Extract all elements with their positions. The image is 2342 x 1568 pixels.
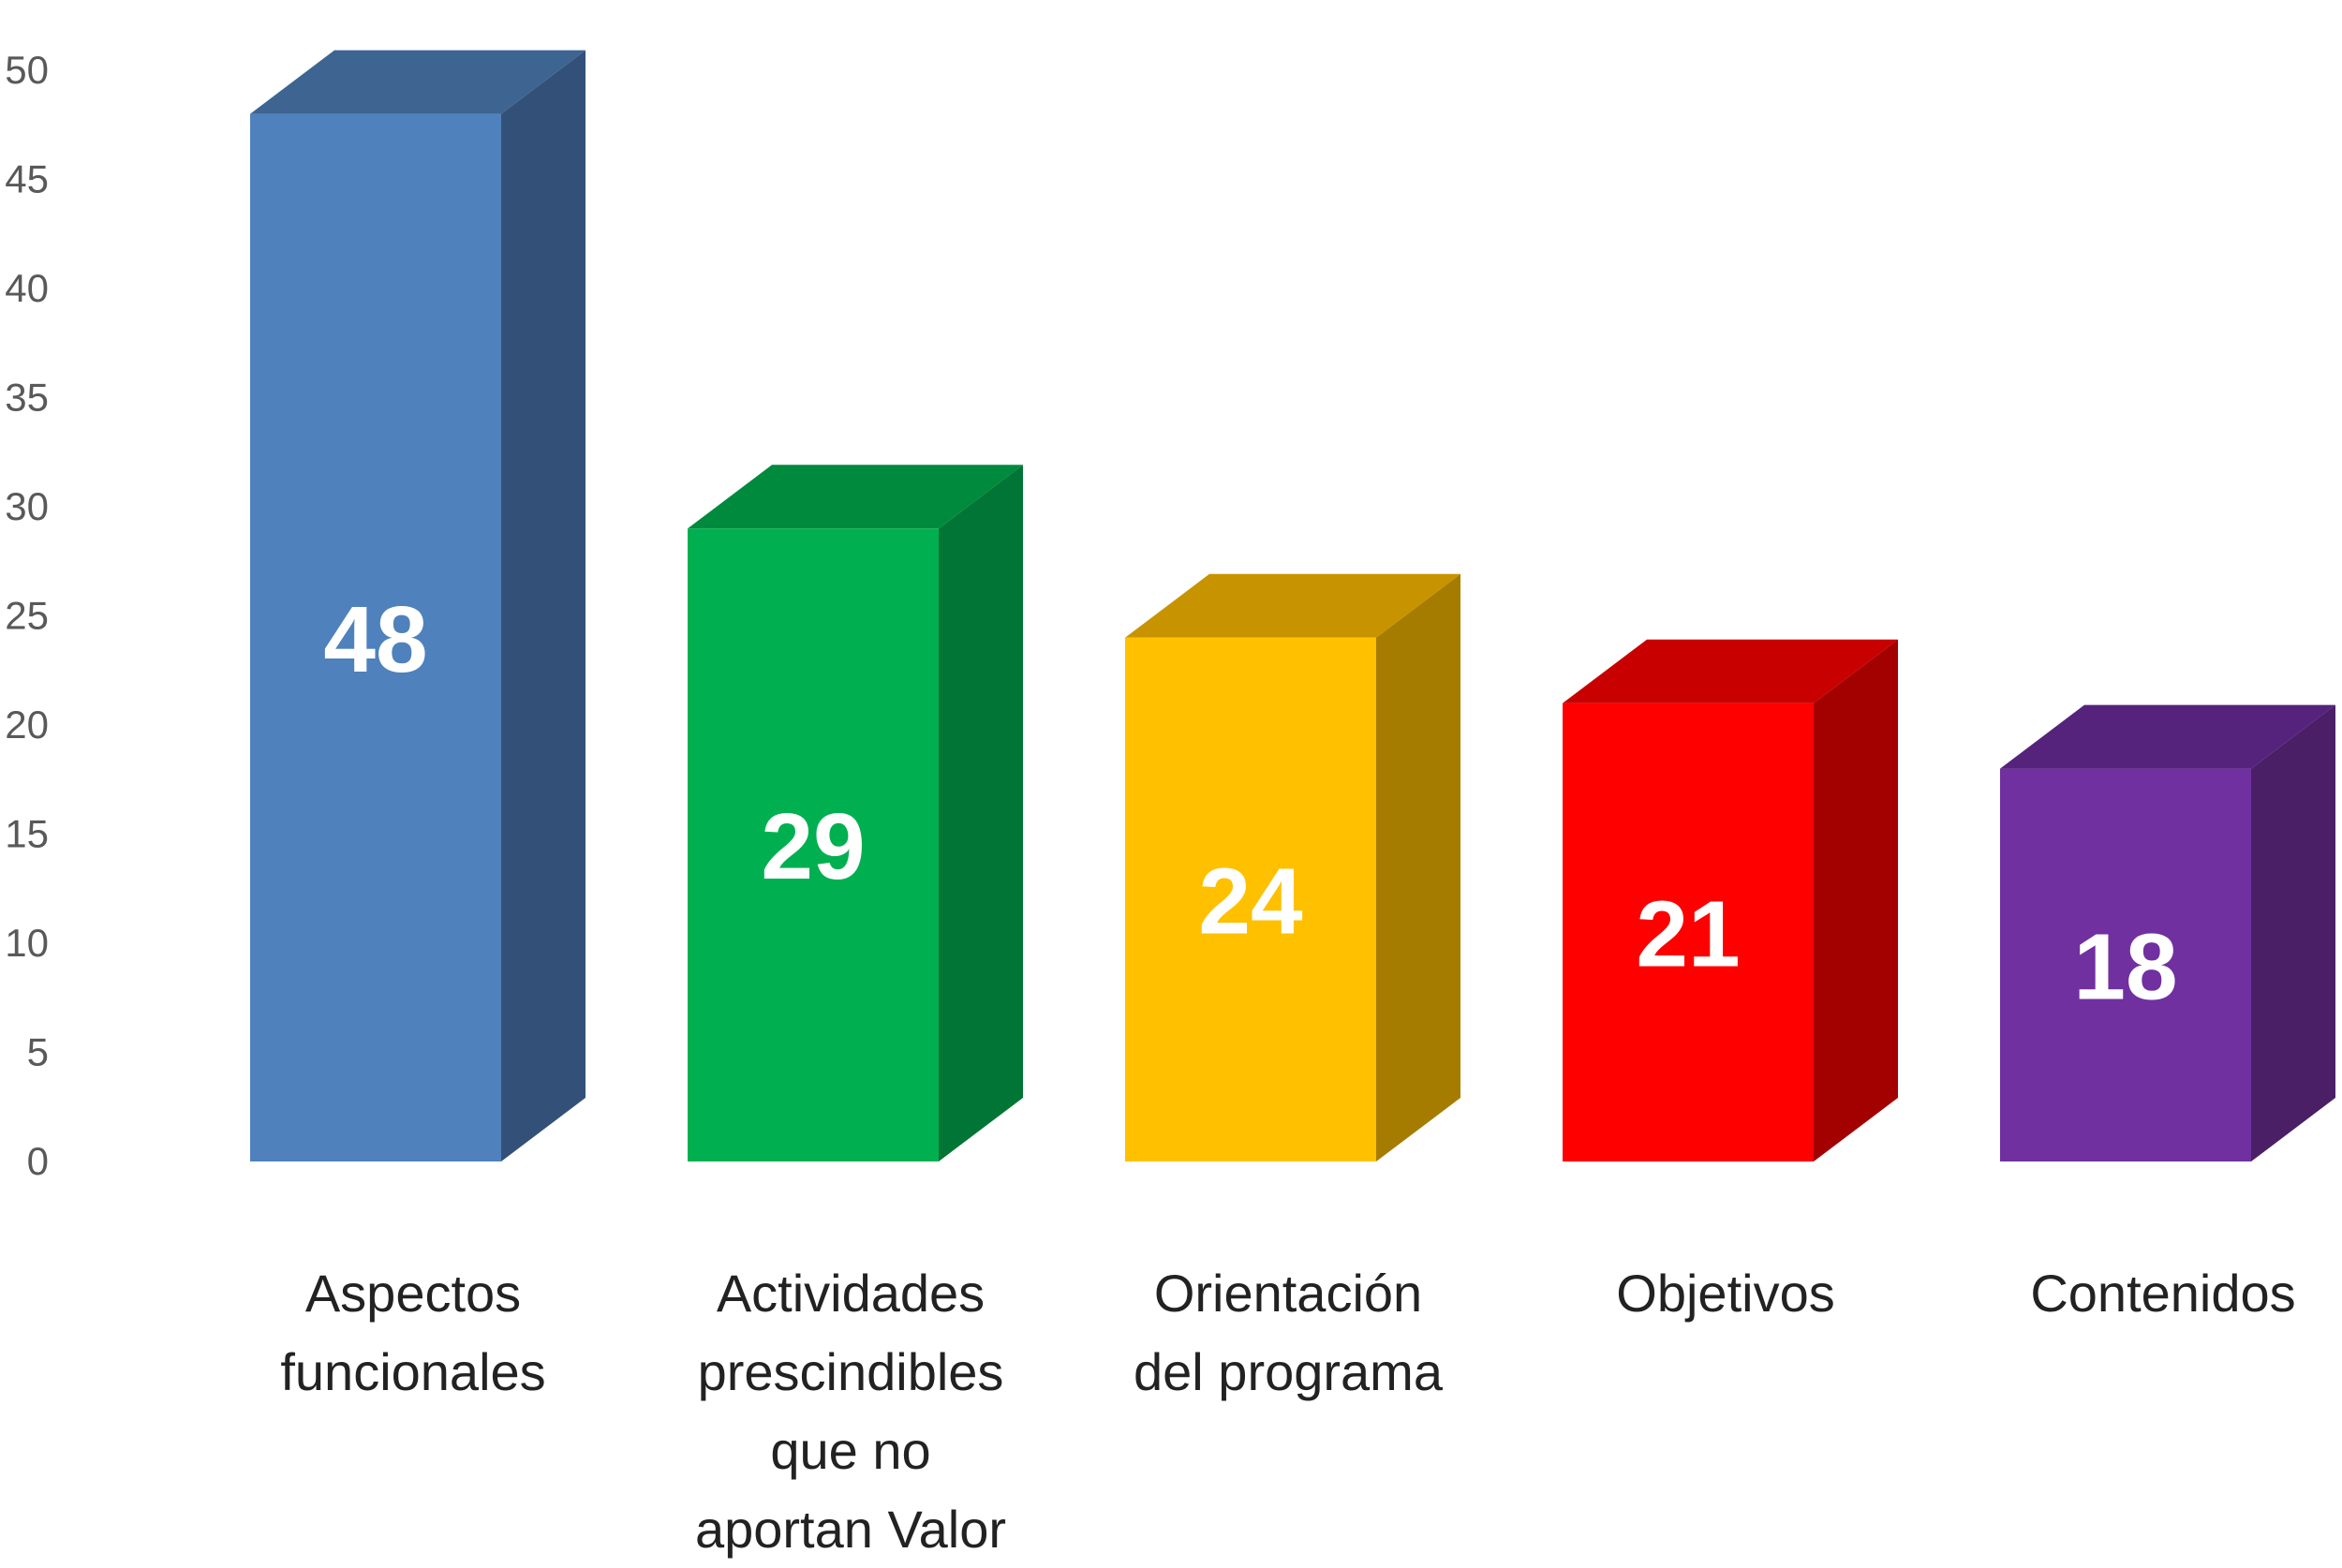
x-category-label: Actividades prescindibles que no aportan Va… — [695, 1264, 1006, 1559]
bar-side-face — [1814, 639, 1898, 1161]
bar-side-face — [939, 465, 1023, 1161]
bar-top-face — [688, 465, 1023, 529]
data-label: 29 — [761, 794, 865, 899]
data-label: 24 — [1198, 849, 1303, 954]
bar: 48 — [250, 50, 586, 1162]
y-tick-label: 30 — [5, 484, 49, 528]
x-category-label: Objetivos — [1616, 1264, 1834, 1323]
y-tick-label: 0 — [27, 1139, 49, 1183]
bar: 18 — [2000, 704, 2335, 1161]
x-category-label: Orientación del programa — [1134, 1264, 1444, 1401]
bar-front-face — [250, 113, 501, 1162]
bar-front-face — [1125, 637, 1376, 1161]
bar-side-face — [501, 50, 586, 1162]
y-tick-label: 35 — [5, 376, 49, 420]
y-tick-label: 20 — [5, 703, 49, 747]
bar: 21 — [1563, 639, 1898, 1161]
bar-front-face — [2000, 768, 2251, 1161]
bar: 24 — [1125, 573, 1460, 1161]
data-label: 48 — [323, 587, 427, 692]
x-category-label: Aspectos funcionales — [280, 1264, 545, 1401]
x-axis: Aspectos funcionales Actividades prescindib… — [280, 1264, 2295, 1559]
bar-side-face — [2251, 704, 2335, 1161]
y-tick-label: 50 — [5, 48, 49, 92]
data-label: 18 — [2073, 914, 2177, 1019]
y-tick-label: 40 — [5, 266, 49, 310]
y-axis: 0 5 10 15 20 25 30 35 40 45 50 — [5, 48, 49, 1183]
y-tick-label: 15 — [5, 812, 49, 856]
bar-side-face — [1376, 573, 1460, 1161]
data-label: 21 — [1636, 881, 1740, 986]
bars-group: 48 29 24 21 18 — [250, 50, 2335, 1162]
bar-top-face — [1125, 573, 1460, 638]
bar-front-face — [1563, 703, 1814, 1161]
bar-top-face — [2000, 704, 2335, 769]
bar-front-face — [688, 528, 939, 1161]
y-tick-label: 10 — [5, 921, 49, 965]
x-category-label: Contenidos — [2030, 1264, 2295, 1323]
bar: 29 — [688, 465, 1023, 1161]
y-tick-label: 25 — [5, 594, 49, 638]
bar-top-face — [1563, 639, 1898, 703]
bar-top-face — [250, 50, 586, 114]
y-tick-label: 5 — [27, 1030, 49, 1074]
y-tick-label: 45 — [5, 157, 49, 201]
